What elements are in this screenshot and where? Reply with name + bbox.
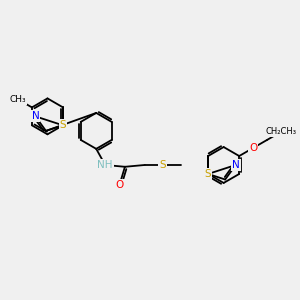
Text: NH: NH <box>98 160 113 170</box>
Text: S: S <box>159 160 166 170</box>
Text: S: S <box>60 120 66 130</box>
Text: N: N <box>232 160 240 170</box>
Text: CH₂CH₃: CH₂CH₃ <box>266 127 297 136</box>
Text: S: S <box>205 169 211 179</box>
Text: N: N <box>32 111 39 122</box>
Text: O: O <box>116 180 124 190</box>
Text: CH₃: CH₃ <box>10 95 26 104</box>
Text: O: O <box>249 143 257 153</box>
